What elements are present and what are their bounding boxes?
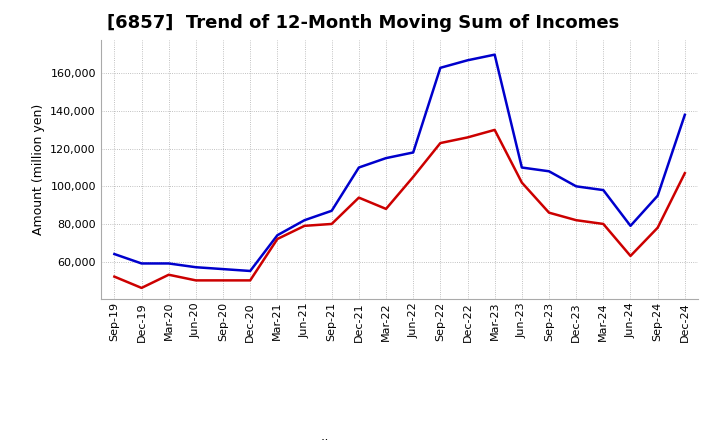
Ordinary Income [409,150,418,155]
Net Income [219,278,228,283]
Net Income [572,217,580,223]
Net Income [382,206,390,212]
Net Income [164,272,173,277]
Net Income [138,285,146,290]
Net Income [490,127,499,132]
Ordinary Income [518,165,526,170]
Ordinary Income [436,65,445,70]
Ordinary Income [653,193,662,198]
Line: Net Income: Net Income [114,130,685,288]
Ordinary Income [192,264,200,270]
Net Income [110,274,119,279]
Net Income [192,278,200,283]
Ordinary Income [246,268,255,274]
Net Income [626,253,635,259]
Ordinary Income [382,155,390,161]
Net Income [545,210,554,215]
Net Income [300,223,309,228]
Net Income [328,221,336,227]
Ordinary Income [490,52,499,57]
Net Income [409,174,418,180]
Ordinary Income [219,267,228,272]
Net Income [463,135,472,140]
Ordinary Income [626,223,635,228]
Net Income [599,221,608,227]
Ordinary Income [599,187,608,193]
Ordinary Income [354,165,363,170]
Ordinary Income [164,261,173,266]
Ordinary Income [680,112,689,117]
Line: Ordinary Income: Ordinary Income [114,55,685,271]
Ordinary Income [572,183,580,189]
Ordinary Income [463,58,472,63]
Net Income [518,180,526,185]
Net Income [653,225,662,231]
Ordinary Income [273,233,282,238]
Ordinary Income [110,251,119,257]
Ordinary Income [138,261,146,266]
Net Income [680,171,689,176]
Net Income [273,236,282,242]
Ordinary Income [328,208,336,213]
Legend: Ordinary Income, Net Income: Ordinary Income, Net Income [259,434,540,440]
Text: [6857]  Trend of 12-Month Moving Sum of Incomes: [6857] Trend of 12-Month Moving Sum of I… [107,15,619,33]
Y-axis label: Amount (million yen): Amount (million yen) [32,104,45,235]
Net Income [246,278,255,283]
Net Income [436,140,445,146]
Ordinary Income [545,169,554,174]
Ordinary Income [300,217,309,223]
Net Income [354,195,363,200]
